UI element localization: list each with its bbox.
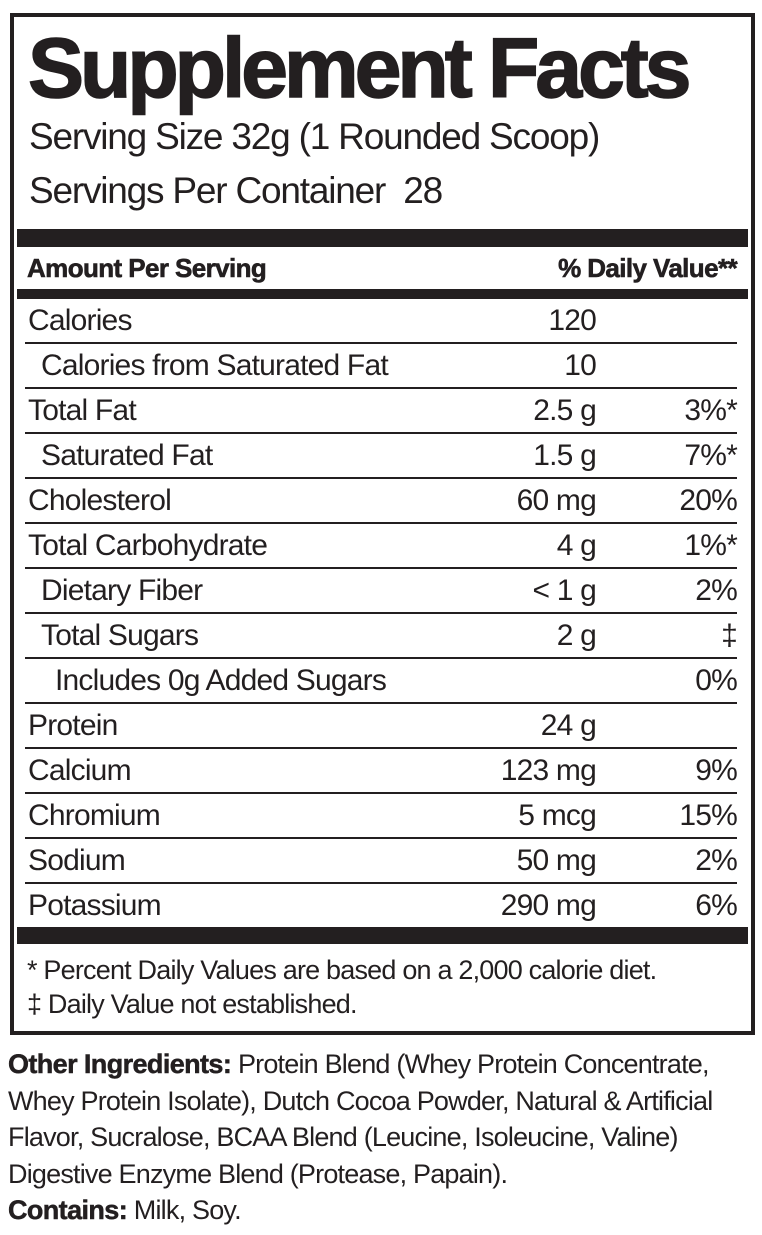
nutrient-row: Total Fat 2.5 g 3%* bbox=[25, 387, 738, 432]
nutrient-daily-value: 15% bbox=[679, 798, 737, 832]
nutrient-amount: 123 mg bbox=[500, 753, 597, 787]
nutrient-row: Sodium 50 mg 2% bbox=[25, 837, 738, 882]
servings-per-container: Servings Per Container 28 bbox=[29, 170, 443, 211]
nutrient-amount: 5 mcg bbox=[518, 798, 597, 832]
nutrient-name: Total Carbohydrate bbox=[28, 528, 268, 562]
nutrient-row: Chromium 5 mcg 15% bbox=[25, 792, 738, 837]
nutrient-daily-value: 7%* bbox=[684, 438, 737, 472]
nutrient-row: Potassium 290 mg 6% bbox=[25, 882, 738, 927]
nutrient-daily-value: ‡ bbox=[721, 618, 738, 652]
thin-divider-header bbox=[17, 289, 748, 299]
nutrient-row: Calcium 123 mg 9% bbox=[25, 747, 738, 792]
nutrient-daily-value: 2% bbox=[695, 843, 738, 877]
nutrient-name: Calories from Saturated Fat bbox=[41, 348, 389, 382]
nutrient-name: Saturated Fat bbox=[41, 438, 213, 472]
nutrient-daily-value: 1%* bbox=[684, 528, 737, 562]
serving-size: Serving Size 32g (1 Rounded Scoop) bbox=[29, 116, 600, 157]
contains-label: Contains: bbox=[8, 1195, 128, 1226]
nutrient-row: Saturated Fat 1.5 g 7%* bbox=[25, 432, 738, 477]
footnote-not-established: ‡ Daily Value not established. bbox=[27, 989, 358, 1019]
footnotes: * Percent Daily Values are based on a 2,… bbox=[27, 953, 737, 1021]
nutrient-name: Dietary Fiber bbox=[41, 573, 203, 607]
nutrient-row: Cholesterol 60 mg 20% bbox=[25, 477, 738, 522]
nutrient-daily-value: 0% bbox=[695, 663, 738, 697]
nutrient-row: Total Carbohydrate 4 g 1%* bbox=[25, 522, 738, 567]
nutrient-name: Potassium bbox=[28, 888, 162, 922]
footnote-daily-value: * Percent Daily Values are based on a 2,… bbox=[27, 955, 657, 985]
nutrient-amount: 290 mg bbox=[500, 888, 597, 922]
nutrient-name: Total Sugars bbox=[41, 618, 199, 652]
nutrient-daily-value: 9% bbox=[695, 753, 738, 787]
nutrient-amount: 4 g bbox=[556, 528, 597, 562]
nutrient-amount: 120 bbox=[548, 303, 596, 337]
panel-title: Supplement Facts bbox=[27, 21, 692, 115]
nutrient-amount: 2.5 g bbox=[533, 393, 597, 427]
nutrient-amount: 50 mg bbox=[516, 843, 597, 877]
nutrient-row: Includes 0g Added Sugars 0% bbox=[25, 657, 738, 702]
nutrient-row: Protein 24 g bbox=[25, 702, 737, 747]
nutrient-daily-value: 3%* bbox=[684, 393, 737, 427]
supplement-facts-panel: Supplement Facts Serving Size 32g (1 Rou… bbox=[10, 13, 755, 1035]
nutrient-row: Calories from Saturated Fat 10 bbox=[25, 342, 737, 387]
nutrient-amount: 60 mg bbox=[516, 483, 597, 517]
table-header-row: Amount Per Serving % Daily Value** bbox=[27, 247, 738, 289]
nutrient-name: Total Fat bbox=[28, 393, 137, 427]
nutrient-amount: < 1 g bbox=[532, 573, 596, 607]
other-ingredients-label: Other Ingredients: bbox=[8, 1049, 232, 1080]
daily-value-header: % Daily Value** bbox=[558, 252, 738, 283]
nutrient-name: Includes 0g Added Sugars bbox=[55, 663, 387, 697]
amount-per-serving-header: Amount Per Serving bbox=[27, 252, 267, 283]
other-ingredients-paragraph: Other Ingredients: Protein Blend (Whey P… bbox=[8, 1046, 758, 1192]
nutrient-name: Cholesterol bbox=[28, 483, 172, 517]
contains-text: Milk, Soy. bbox=[133, 1195, 242, 1225]
nutrient-name: Sodium bbox=[28, 843, 126, 877]
nutrient-daily-value: 2% bbox=[695, 573, 738, 607]
nutrient-amount: 24 g bbox=[540, 708, 597, 742]
nutrient-name: Protein bbox=[28, 708, 118, 742]
nutrient-name: Chromium bbox=[28, 798, 161, 832]
nutrient-amount: 2 g bbox=[556, 618, 597, 652]
ingredients-section: Other Ingredients: Protein Blend (Whey P… bbox=[8, 1046, 758, 1229]
other-ingredients-text: Protein Blend (Whey Protein Concentrate,… bbox=[8, 1049, 713, 1189]
nutrient-name: Calories bbox=[28, 303, 132, 337]
nutrient-daily-value: 6% bbox=[695, 888, 738, 922]
nutrient-table: Calories 120 Calories from Saturated Fat… bbox=[25, 299, 738, 927]
thick-divider-top bbox=[17, 229, 748, 247]
contains-paragraph: Contains: Milk, Soy. bbox=[8, 1192, 758, 1229]
nutrient-row: Calories 120 bbox=[25, 299, 737, 342]
nutrient-row: Dietary Fiber < 1 g 2% bbox=[25, 567, 738, 612]
thick-divider-bottom bbox=[17, 927, 748, 944]
nutrient-amount: 1.5 g bbox=[533, 438, 597, 472]
nutrient-daily-value: 20% bbox=[679, 483, 737, 517]
nutrient-row: Total Sugars 2 g ‡ bbox=[25, 612, 738, 657]
nutrient-name: Calcium bbox=[28, 753, 132, 787]
nutrient-amount: 10 bbox=[564, 348, 597, 382]
